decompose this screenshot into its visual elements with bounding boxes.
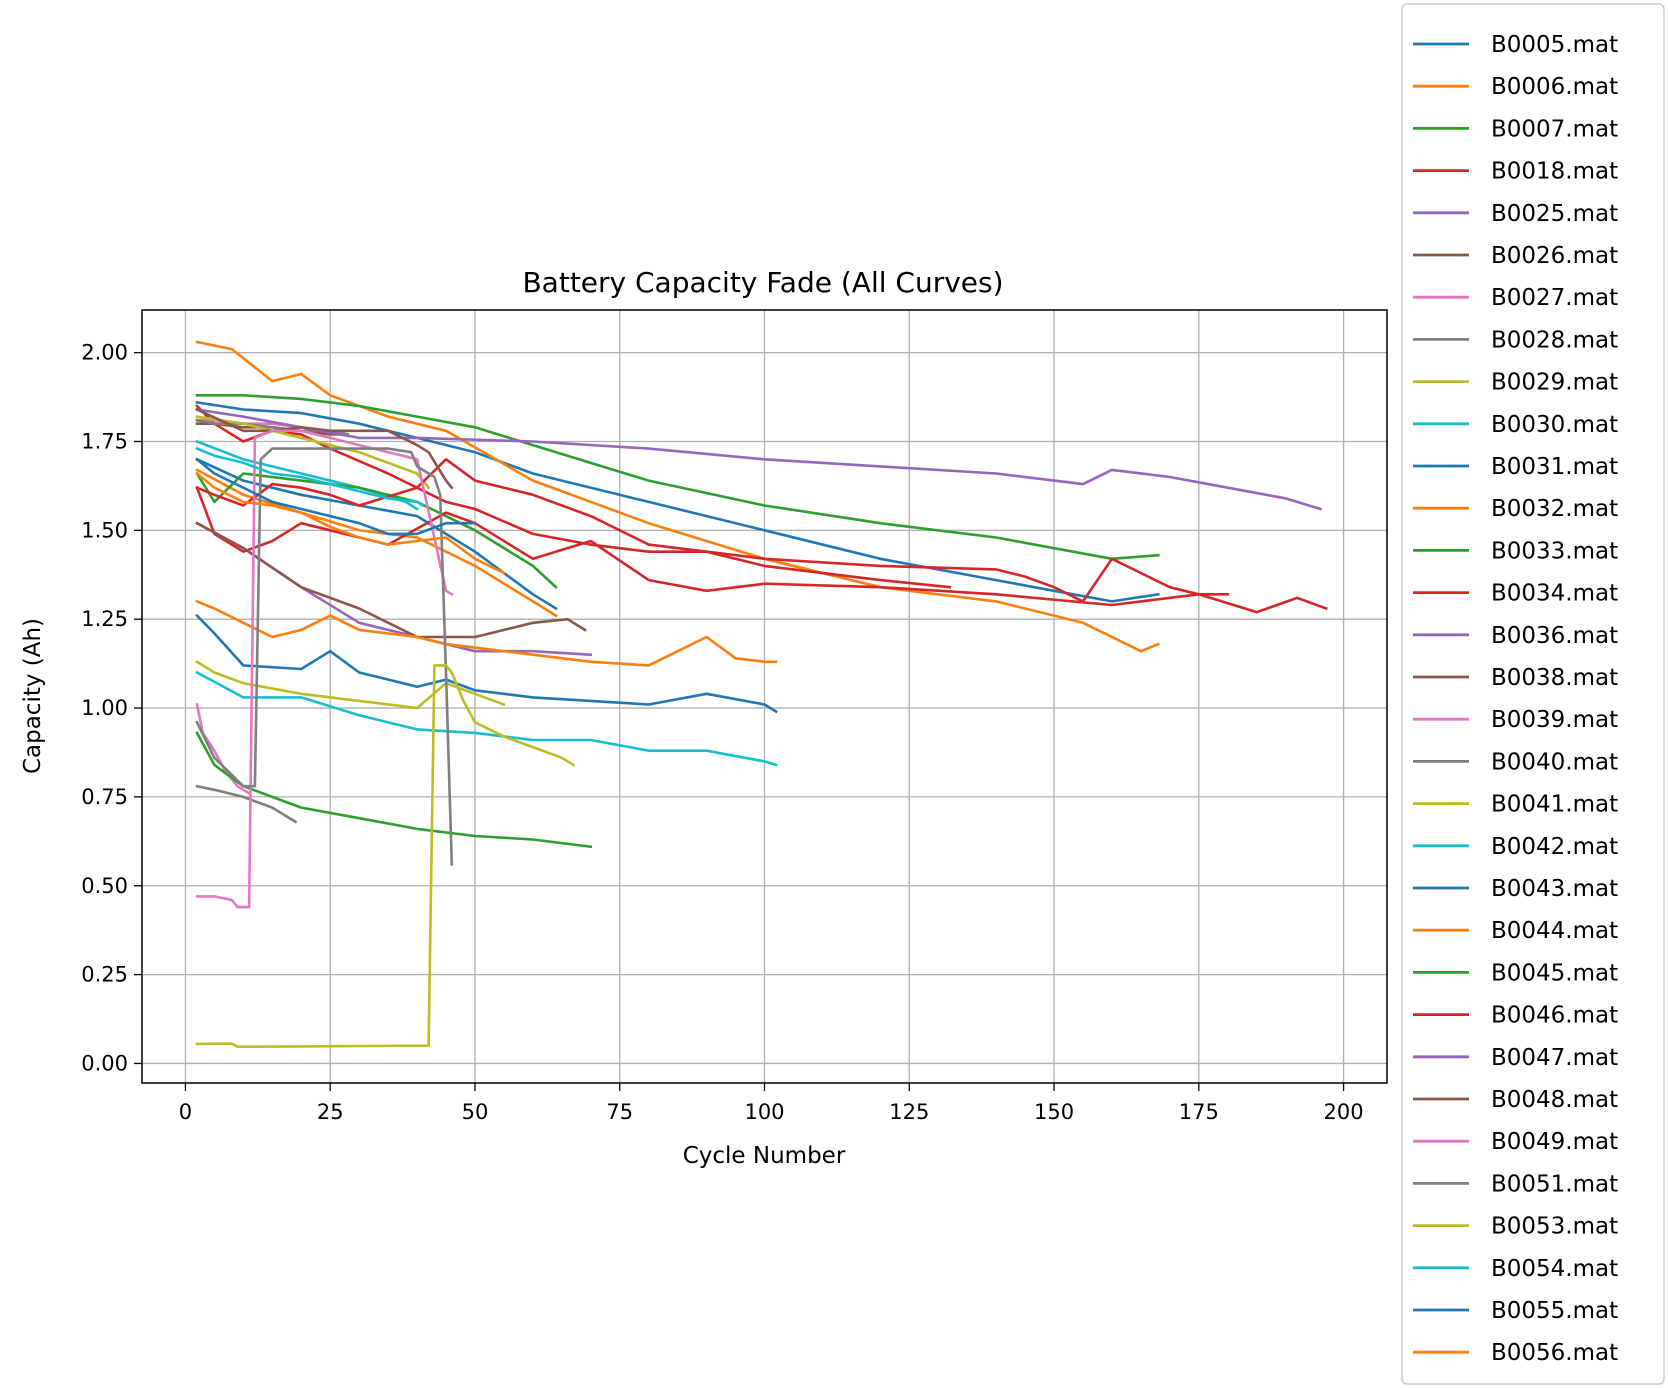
y-tick-label: 1.50 (81, 518, 128, 542)
legend-entry-label: B0032.mat (1491, 496, 1618, 522)
x-tick-label: 25 (317, 1100, 344, 1124)
series-line-b0046 (195, 457, 1230, 603)
legend-entry-label: B0045.mat (1491, 960, 1618, 986)
series-line-b0007 (195, 393, 1160, 561)
y-tick-label: 1.75 (81, 429, 128, 453)
y-tick-label: 0.00 (81, 1051, 128, 1075)
y-tick-label: 0.50 (81, 874, 128, 898)
series-line-b0041 (195, 660, 506, 710)
legend-entry-label: B0025.mat (1491, 201, 1618, 227)
axis-ticks: 0 25 50 75 100 125 150 175 200 0.00 0.25 0.50 0.75 1.… (81, 341, 1363, 1124)
y-axis-label: Capacity (Ah) (20, 618, 46, 774)
legend-entry-label: B0039.mat (1491, 707, 1618, 733)
series-line-b0045 (195, 731, 593, 849)
series-line-b0047 (195, 408, 1323, 511)
series-lines (195, 340, 1328, 1048)
series-line-b0038 (195, 521, 587, 639)
series-line-b0006 (195, 340, 1160, 653)
legend-box (1401, 3, 1665, 1385)
y-tick-label: 0.75 (81, 785, 128, 809)
series-line-b0054 (195, 446, 425, 508)
legend-entry-label: B0043.mat (1491, 876, 1618, 902)
x-tick-label: 75 (606, 1100, 633, 1124)
legend-entry-label: B0006.mat (1491, 74, 1618, 100)
x-tick-label: 150 (1034, 1100, 1074, 1124)
legend-entry-label: B0047.mat (1491, 1045, 1618, 1071)
legend-entry-label: B0036.mat (1491, 623, 1618, 649)
legend-entry-label: B0026.mat (1491, 243, 1618, 269)
legend-entry-label: B0007.mat (1491, 116, 1618, 142)
series-line-b0055 (195, 457, 477, 536)
y-tick-label: 1.00 (81, 696, 128, 720)
series-line-b0048 (195, 407, 454, 490)
legend-entry-label: B0044.mat (1491, 918, 1618, 944)
series-line-b0053 (195, 664, 576, 1048)
legend-entry-label: B0042.mat (1491, 834, 1618, 860)
legend-entry-label: B0034.mat (1491, 581, 1618, 607)
legend-entry-label: B0033.mat (1491, 538, 1618, 564)
legend-entry-label: B0027.mat (1491, 285, 1618, 311)
legend-entry-label: B0005.mat (1491, 32, 1618, 58)
series-line-b0030 (195, 439, 419, 511)
legend-entry-label: B0053.mat (1491, 1214, 1618, 1240)
x-tick-label: 200 (1324, 1100, 1364, 1124)
legend-entry-label: B0048.mat (1491, 1087, 1618, 1113)
series-line-b0029 (195, 415, 431, 490)
series-line-b0051 (195, 447, 454, 866)
legend-entry-label: B0051.mat (1491, 1171, 1618, 1197)
series-line-b0040 (195, 784, 298, 824)
legend-entry-label: B0031.mat (1491, 454, 1618, 480)
legend-entry-label: B0038.mat (1491, 665, 1618, 691)
legend-entry-label: B0018.mat (1491, 159, 1618, 185)
x-axis-label: Cycle Number (683, 1143, 846, 1169)
series-line-b0042 (195, 670, 778, 767)
legend-entry-label: B0056.mat (1491, 1340, 1618, 1366)
series-line-b0031 (195, 457, 558, 611)
x-tick-label: 100 (744, 1100, 784, 1124)
x-tick-label: 0 (179, 1100, 192, 1124)
series-line-b0049 (195, 429, 454, 909)
legend-entry-label: B0041.mat (1491, 792, 1618, 818)
x-tick-label: 175 (1179, 1100, 1219, 1124)
chart-title: Battery Capacity Fade (All Curves) (522, 266, 1003, 299)
series-line-b0005 (195, 400, 1160, 603)
grid-lines (142, 310, 1387, 1083)
legend-entry-label: B0028.mat (1491, 327, 1618, 353)
x-tick-label: 125 (889, 1100, 929, 1124)
series-line-b0034 (195, 486, 1328, 614)
x-tick-label: 50 (462, 1100, 489, 1124)
legend-entry-label: B0030.mat (1491, 412, 1618, 438)
legend-entry-label: B0055.mat (1491, 1298, 1618, 1324)
y-tick-label: 1.25 (81, 607, 128, 631)
legend-entry-label: B0040.mat (1491, 749, 1618, 775)
y-tick-label: 0.25 (81, 963, 128, 987)
legend-entry-label: B0029.mat (1491, 370, 1618, 396)
series-line-b0039 (195, 702, 251, 796)
legend-entry-label: B0054.mat (1491, 1256, 1618, 1282)
series-line-b0056 (195, 471, 506, 575)
legend-entry-label: B0046.mat (1491, 1003, 1618, 1029)
legend: B0005.mat B0006.mat B0007.mat B0018.mat B002… (1401, 3, 1665, 1385)
y-tick-label: 2.00 (81, 341, 128, 365)
legend-entry-label: B0049.mat (1491, 1129, 1618, 1155)
